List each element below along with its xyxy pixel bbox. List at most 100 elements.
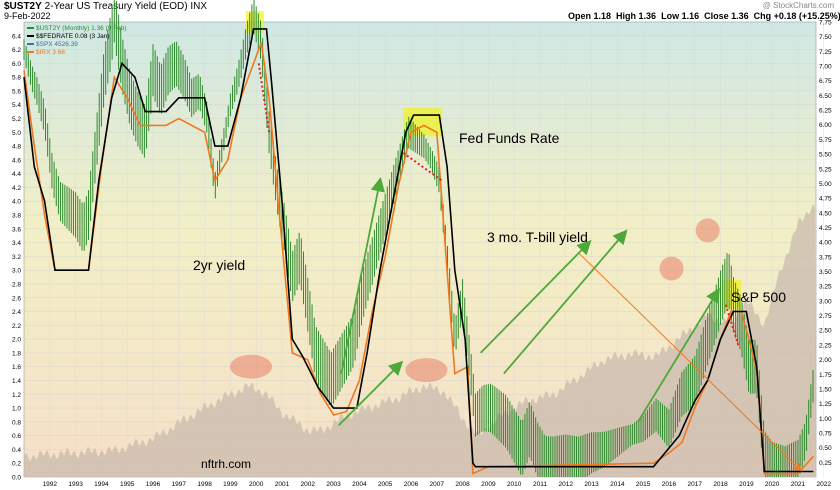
left-tick-label: 0.8 xyxy=(12,419,21,426)
left-tick-label: 0.4 xyxy=(12,447,21,454)
spx-label: S&P 500 xyxy=(731,289,786,305)
right-tick-label: 6.25 xyxy=(819,108,832,115)
right-tick-label: 2.00 xyxy=(819,357,832,364)
left-tick-label: 4.4 xyxy=(12,171,21,178)
exchange: INX xyxy=(190,1,208,12)
spx-area xyxy=(24,204,816,477)
x-tick-label: 2007 xyxy=(430,481,445,488)
right-tick-label: 2.75 xyxy=(819,313,832,320)
x-tick-label: 1992 xyxy=(43,481,58,488)
x-tick-label: 2015 xyxy=(636,481,651,488)
left-tick-label: 1.8 xyxy=(12,350,21,357)
fed-funds-line xyxy=(23,28,814,473)
left-tick-label: 0.2 xyxy=(12,461,21,468)
trend-arrow xyxy=(479,240,592,354)
x-tick-label: 2002 xyxy=(301,481,316,488)
left-tick-label: 3.2 xyxy=(12,254,21,261)
x-tick-label: 2020 xyxy=(765,481,780,488)
left-tick-label: 2.4 xyxy=(12,309,21,316)
right-tick-label: 7.75 xyxy=(819,20,832,27)
left-tick-label: 5.0 xyxy=(12,130,21,137)
left-axis: 0.0 0.2 0.4 0.6 0.8 1.0 1.2 1.4 1.6 1.8 2.0 2.2 2.4 2… xyxy=(12,33,21,481)
trend-arrow xyxy=(637,287,720,423)
left-tick-label: 6.0 xyxy=(12,61,21,68)
x-tick-label: 2017 xyxy=(688,481,703,488)
left-tick-label: 4.8 xyxy=(12,144,21,151)
right-tick-label: 5.25 xyxy=(819,166,832,173)
trend-arrow xyxy=(340,177,385,374)
left-tick-label: 6.4 xyxy=(12,33,21,40)
x-tick-label: 2011 xyxy=(533,481,547,488)
x-tick-label: 1994 xyxy=(94,481,109,488)
x-tick-label: 2006 xyxy=(404,481,419,488)
x-tick-label: 1999 xyxy=(223,481,238,488)
right-tick-label: 5.50 xyxy=(819,152,832,159)
right-tick-label: 3.25 xyxy=(819,284,832,291)
left-tick-label: 1.6 xyxy=(12,364,21,371)
quote-change: Chg +0.18 (+15.25%) xyxy=(753,11,840,21)
legend: $UST2Y (Monthly) 1.36 (9 Feb)$$FEDRATE 0… xyxy=(27,25,127,56)
right-tick-label: 4.25 xyxy=(819,225,832,232)
left-tick-label: 3.0 xyxy=(12,268,21,275)
right-tick-label: 6.00 xyxy=(819,122,832,129)
right-tick-label: 1.00 xyxy=(819,416,832,423)
quote-close: Close 1.36 xyxy=(704,11,749,21)
right-tick-label: 5.75 xyxy=(819,137,832,144)
legend-label: $SPX 4526.39 xyxy=(36,41,78,48)
left-tick-label: 3.8 xyxy=(12,213,21,220)
left-tick-label: 5.4 xyxy=(12,102,21,109)
chart-date: 9-Feb-2022 xyxy=(4,11,51,21)
left-tick-label: 1.0 xyxy=(12,406,21,413)
symbol: $UST2Y xyxy=(4,1,42,12)
left-tick-label: 4.2 xyxy=(12,185,21,192)
x-tick-label: 2013 xyxy=(584,481,599,488)
right-tick-label: 0.50 xyxy=(819,445,832,452)
legend-label: $$FEDRATE 0.08 (3 Jan) xyxy=(36,33,110,40)
left-tick-label: 5.6 xyxy=(12,88,21,95)
x-tick-label: 2019 xyxy=(739,481,754,488)
x-tick-label: 1996 xyxy=(146,481,161,488)
x-tick-label: 2003 xyxy=(326,481,341,488)
x-tick-label: 2008 xyxy=(455,481,470,488)
right-tick-label: 2.25 xyxy=(819,342,832,349)
watermark: @ StockCharts.com xyxy=(762,1,834,10)
left-tick-label: 0.6 xyxy=(12,433,21,440)
tbill-line xyxy=(23,42,814,475)
right-tick-label: 1.75 xyxy=(819,372,832,379)
quote-open: Open 1.18 xyxy=(568,11,612,21)
left-tick-label: 2.0 xyxy=(12,337,21,344)
tbill-pointer-arrow xyxy=(578,252,802,472)
left-tick-label: 6.2 xyxy=(12,47,21,54)
left-tick-label: 4.0 xyxy=(12,199,21,206)
legend-label: $UST2Y (Monthly) 1.36 (9 Feb) xyxy=(36,25,127,32)
left-tick-label: 5.8 xyxy=(12,75,21,82)
left-tick-label: 5.2 xyxy=(12,116,21,123)
right-tick-label: 1.50 xyxy=(819,386,832,393)
right-tick-label: 0.75 xyxy=(819,430,832,437)
left-tick-label: 4.6 xyxy=(12,157,21,164)
right-tick-label: 3.75 xyxy=(819,254,832,261)
right-tick-label: 4.00 xyxy=(819,240,832,247)
fed-funds-label: Fed Funds Rate xyxy=(459,130,560,146)
two-yr-label: 2yr yield xyxy=(193,257,245,273)
series-lines xyxy=(23,28,814,475)
right-tick-label: 7.25 xyxy=(819,49,832,56)
right-tick-label: 6.75 xyxy=(819,78,832,85)
left-tick-label: 3.4 xyxy=(12,240,21,247)
left-tick-label: 1.2 xyxy=(12,392,21,399)
yield-bars xyxy=(23,0,814,477)
left-tick-label: 0.0 xyxy=(12,475,21,482)
spx-area-series xyxy=(24,204,816,477)
left-tick-label: 3.6 xyxy=(12,226,21,233)
left-tick-label: 2.8 xyxy=(12,281,21,288)
x-tick-label: 1998 xyxy=(197,481,212,488)
x-tick-label: 1993 xyxy=(68,481,83,488)
right-tick-label: 4.75 xyxy=(819,196,832,203)
spx-peak-circle xyxy=(405,358,448,383)
trend-arrow xyxy=(338,360,404,426)
right-tick-label: 1.25 xyxy=(819,401,832,408)
left-tick-label: 2.2 xyxy=(12,323,21,330)
x-tick-label: 2009 xyxy=(481,481,496,488)
right-tick-label: 4.50 xyxy=(819,210,832,217)
